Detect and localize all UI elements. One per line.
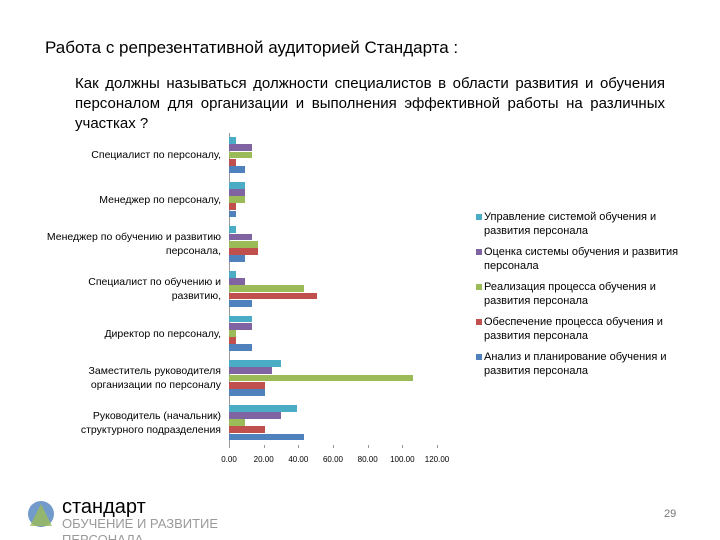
x-tick-label: 120.00 xyxy=(424,455,450,464)
bar xyxy=(229,151,252,159)
bar xyxy=(229,248,259,255)
bar xyxy=(229,367,273,375)
tick-mark xyxy=(333,445,334,448)
bar xyxy=(229,166,245,173)
x-tick-label: 100.00 xyxy=(390,455,415,464)
bar xyxy=(229,329,236,337)
bar xyxy=(229,285,304,293)
bar xyxy=(229,344,252,352)
x-tick-label: 80.00 xyxy=(357,455,378,464)
bar xyxy=(229,374,413,382)
legend-item: Реализация процесса обучения и развития … xyxy=(476,280,691,308)
x-tick-label: 0.00 xyxy=(221,455,237,464)
legend-label: Обеспечение процесса обучения и развития… xyxy=(484,316,663,342)
tick-mark xyxy=(437,445,438,448)
category-label: Руководитель (начальник) структурного по… xyxy=(80,409,221,436)
bar xyxy=(229,433,304,441)
legend-swatch xyxy=(476,214,482,220)
legend-swatch xyxy=(476,354,482,360)
bar xyxy=(229,189,245,196)
bar xyxy=(229,426,266,434)
x-tick-label: 40.00 xyxy=(288,455,309,464)
category-label: Менеджер по обучению и развитию персонал… xyxy=(46,231,221,258)
x-tick-label: 20.00 xyxy=(253,455,274,464)
logo-icon xyxy=(28,501,54,527)
bar xyxy=(229,322,252,330)
bar xyxy=(229,255,245,263)
bar xyxy=(229,337,236,344)
bar xyxy=(229,210,236,218)
legend-swatch xyxy=(476,284,482,290)
bar xyxy=(229,292,318,300)
category-label: Менеджер по персоналу, xyxy=(99,193,221,206)
brand: стандарт xyxy=(62,496,146,518)
legend-item: Оценка системы обучения и развития персо… xyxy=(476,245,691,273)
category-label: Заместитель руководителя организации по … xyxy=(88,365,221,392)
tick-mark xyxy=(298,445,300,448)
bar xyxy=(229,181,245,189)
legend-label: Реализация процесса обучения и развития … xyxy=(484,281,656,307)
legend-label: Оценка системы обучения и развития персо… xyxy=(484,246,679,272)
bar xyxy=(229,196,245,204)
bar xyxy=(229,381,266,389)
legend-label: Анализ и планирование обучения и развити… xyxy=(484,351,667,377)
category-label: Директор по персоналу, xyxy=(104,327,221,340)
question: Как должны называться должности специали… xyxy=(75,75,665,132)
bar xyxy=(229,137,236,145)
bar xyxy=(229,233,252,241)
tick-mark xyxy=(367,445,369,448)
tick-mark xyxy=(263,445,265,448)
bar xyxy=(229,278,245,285)
page-number: 29 xyxy=(664,508,677,520)
tagline: ОБУЧЕНИЕ И РАЗВИТИЕ ПЕРСОНАЛА xyxy=(62,516,219,540)
bar xyxy=(229,404,297,412)
bar xyxy=(229,226,236,234)
category-label: Специалист по обучению и развитию, xyxy=(88,276,221,302)
bar xyxy=(229,411,281,419)
bar xyxy=(229,419,245,426)
bar xyxy=(229,240,259,248)
legend-swatch xyxy=(476,249,482,255)
x-tick-label: 60.00 xyxy=(322,455,344,464)
bar xyxy=(229,203,236,211)
legend-swatch xyxy=(476,319,482,325)
bar xyxy=(229,360,281,367)
category-label: Специалист по персоналу, xyxy=(91,149,221,162)
bar xyxy=(229,271,236,278)
bar xyxy=(229,388,266,396)
legend-item: Управление системой обучения и развития … xyxy=(476,210,691,238)
legend-item: Анализ и планирование обучения и развити… xyxy=(476,350,691,378)
tick-mark xyxy=(402,445,404,448)
legend-label: Управление системой обучения и развития … xyxy=(484,211,657,237)
tick-mark xyxy=(229,445,230,448)
bar xyxy=(229,315,252,323)
bar xyxy=(229,299,252,307)
legend-item: Обеспечение процесса обучения и развития… xyxy=(476,315,691,343)
bar xyxy=(229,144,252,152)
slide-title: Работа с репрезентативной аудиторией Ста… xyxy=(45,38,459,57)
bar xyxy=(229,158,236,166)
